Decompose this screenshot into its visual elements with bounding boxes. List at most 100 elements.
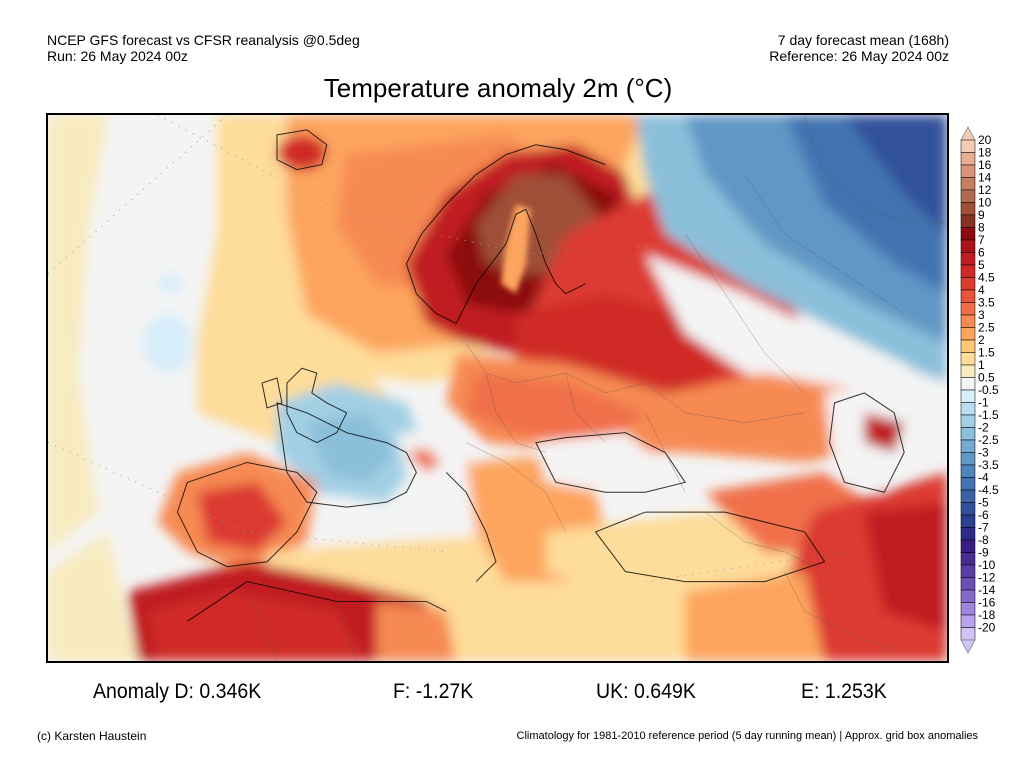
colorbar-tick-label: 6 <box>978 246 985 260</box>
colorbar-swatch <box>960 552 976 566</box>
reference-time: Reference: 26 May 2024 00z <box>769 48 949 64</box>
colorbar-swatch <box>960 427 976 441</box>
header-forecast-info: 7 day forecast mean (168h) Reference: 26… <box>769 32 949 64</box>
colorbar-tick-label: -2 <box>978 421 989 435</box>
colorbar-tick-label: 18 <box>978 146 992 160</box>
colorbar-swatch <box>960 539 976 553</box>
colorbar-tick-label: -18 <box>978 608 996 622</box>
colorbar-swatch <box>960 564 976 578</box>
colorbar-tick-label: 16 <box>978 158 992 172</box>
colorbar-swatch <box>960 452 976 466</box>
stat-germany: Anomaly D: 0.346K <box>93 680 262 703</box>
forecast-period: 7 day forecast mean (168h) <box>777 32 949 48</box>
climatology-note: Climatology for 1981-2010 reference peri… <box>516 730 978 742</box>
colorbar-tick-label: 2.5 <box>978 321 995 335</box>
colorbar-max-arrow <box>960 126 976 141</box>
colorbar-tick-label: -8 <box>978 533 989 547</box>
colorbar-swatch <box>960 314 976 328</box>
colorbar-swatch <box>960 377 976 391</box>
colorbar-tick-label: -12 <box>978 571 996 585</box>
colorbar-swatch <box>960 489 976 503</box>
regional-anomaly-stats: Anomaly D: 0.346K F: -1.27K UK: 0.649K E… <box>0 680 1024 708</box>
colorbar-swatch <box>960 164 976 178</box>
colorbar-tick-label: -3.5 <box>978 458 999 472</box>
graticule <box>48 115 845 583</box>
colorbar-tick-label: -0.5 <box>978 383 999 397</box>
colorbar-tick-label: -2.5 <box>978 433 999 447</box>
colorbar-swatch <box>960 477 976 491</box>
colorbar-min-arrow <box>960 639 976 654</box>
colorbar-swatch <box>960 227 976 241</box>
colorbar-tick-label: 1.5 <box>978 346 995 360</box>
colorbar-swatch <box>960 277 976 291</box>
colorbar-swatch <box>960 627 976 641</box>
colorbar-swatch <box>960 189 976 203</box>
copyright: (c) Karsten Haustein <box>37 729 147 743</box>
colorbar-swatch <box>960 327 976 341</box>
baltic-sea <box>500 204 531 294</box>
colorbar-swatch <box>960 614 976 628</box>
colorbar-swatch <box>960 202 976 216</box>
colorbar-tick-label: 7 <box>978 233 985 247</box>
colorbar-swatch <box>960 252 976 266</box>
header-model-info: NCEP GFS forecast vs CFSR reanalysis @0.… <box>47 32 360 64</box>
colorbar-tick-label: -4 <box>978 471 989 485</box>
colorbar-swatch <box>960 414 976 428</box>
colorbar-tick-label: -1.5 <box>978 408 999 422</box>
colorbar-tick-label: 4.5 <box>978 271 995 285</box>
colorbar-swatch <box>960 502 976 516</box>
colorbar-swatch <box>960 264 976 278</box>
colorbar-tick-label: -3 <box>978 446 989 460</box>
colorbar-swatch <box>960 214 976 228</box>
colorbar-swatch <box>960 152 976 166</box>
colorbar-swatch <box>960 389 976 403</box>
country-borders <box>246 115 947 661</box>
colorbar-swatch <box>960 514 976 528</box>
colorbar-swatch <box>960 527 976 541</box>
colorbar-tick-label: 2 <box>978 333 985 347</box>
colorbar-swatch <box>960 177 976 191</box>
colorbar-tick-label: -4.5 <box>978 483 999 497</box>
stat-france: F: -1.27K <box>393 680 474 703</box>
stat-spain: E: 1.253K <box>801 680 887 703</box>
colorbar-tick-label: -9 <box>978 546 989 560</box>
colorbar-tick-label: 20 <box>978 133 992 147</box>
colorbar-swatch <box>960 464 976 478</box>
coastlines <box>176 129 905 622</box>
colorbar-tick-label: 14 <box>978 171 992 185</box>
colorbar-swatch <box>960 602 976 616</box>
colorbar-tick-label: 4 <box>978 283 985 297</box>
anomaly-field <box>48 115 947 661</box>
colorbar: 201816141210987654.543.532.521.510.5-0.5… <box>960 126 999 654</box>
colorbar-tick-label: 0.5 <box>978 371 995 385</box>
colorbar-tick-label: 3.5 <box>978 296 995 310</box>
model-description: NCEP GFS forecast vs CFSR reanalysis @0.… <box>47 32 360 48</box>
anomaly-map-canvas <box>48 115 947 661</box>
colorbar-tick-label: 12 <box>978 183 992 197</box>
colorbar-swatch <box>960 577 976 591</box>
colorbar-tick-label: 1 <box>978 358 985 372</box>
colorbar-tick-label: 9 <box>978 208 985 222</box>
colorbar-swatch <box>960 439 976 453</box>
colorbar-tick-label: -6 <box>978 508 989 522</box>
colorbar-tick-label: -7 <box>978 521 989 535</box>
colorbar-tick-label: 8 <box>978 221 985 235</box>
colorbar-swatch <box>960 239 976 253</box>
map-title: Temperature anomaly 2m (°C) <box>323 73 673 103</box>
anomaly-map <box>46 113 949 663</box>
colorbar-swatch <box>960 289 976 303</box>
colorbar-tick-label: 3 <box>978 308 985 322</box>
colorbar-swatch <box>960 364 976 378</box>
colorbar-swatch <box>960 139 976 153</box>
colorbar-tick-label: 10 <box>978 196 992 210</box>
colorbar-swatch <box>960 302 976 316</box>
colorbar-tick-label: -1 <box>978 396 989 410</box>
colorbar-tick-label: -16 <box>978 596 996 610</box>
colorbar-tick-label: -20 <box>978 621 996 635</box>
run-time: Run: 26 May 2024 00z <box>47 48 188 64</box>
stat-uk: UK: 0.649K <box>596 680 696 703</box>
colorbar-swatch <box>960 589 976 603</box>
colorbar-tick-label: -14 <box>978 583 996 597</box>
colorbar-swatch <box>960 352 976 366</box>
colorbar-tick-label: 5 <box>978 258 985 272</box>
